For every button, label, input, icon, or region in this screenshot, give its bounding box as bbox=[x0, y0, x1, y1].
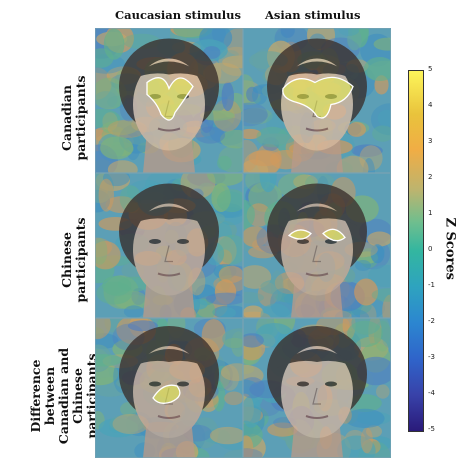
colorbar-tick-label: -3 bbox=[428, 353, 435, 361]
significance-contour bbox=[152, 384, 181, 404]
column-header-asian: Asian stimulus bbox=[265, 8, 361, 22]
significance-contour bbox=[287, 229, 312, 240]
heatmap-panel-chinese-asian bbox=[243, 173, 391, 318]
colorbar-tick-label: 5 bbox=[428, 65, 433, 73]
colorbar-tick-label: -1 bbox=[428, 281, 435, 289]
colorbar-tick-label: -4 bbox=[428, 389, 435, 397]
colorbar bbox=[408, 70, 424, 432]
colorbar-tick-label: 4 bbox=[428, 101, 433, 109]
colorbar-tick-label: -5 bbox=[428, 425, 435, 433]
colorbar-tick-label: 3 bbox=[428, 137, 433, 145]
heatmap-panel-chinese-caucasian bbox=[95, 173, 243, 318]
significance-contour bbox=[322, 228, 346, 242]
heatmap-panel-canadian-caucasian bbox=[95, 28, 243, 173]
column-header-caucasian: Caucasian stimulus bbox=[115, 8, 241, 22]
significance-contour bbox=[282, 76, 354, 119]
heatmap-panel-difference-asian bbox=[243, 318, 391, 458]
colorbar-tick-label: 1 bbox=[428, 209, 433, 217]
colorbar-tick-label: -2 bbox=[428, 317, 435, 325]
colorbar-tick-label: 0 bbox=[428, 245, 433, 253]
colorbar-tick-label: 2 bbox=[428, 173, 433, 181]
heatmap-panel-canadian-asian bbox=[243, 28, 391, 173]
significance-contour bbox=[146, 77, 194, 121]
row-label-canadian: Canadian participants bbox=[59, 75, 88, 161]
row-label-chinese: Chinese participants bbox=[59, 217, 88, 303]
colorbar-title: Z Scores bbox=[442, 217, 458, 280]
heatmap-panel-difference-caucasian bbox=[95, 318, 243, 458]
row-label-difference: Difference between Canadian and Chinese pa… bbox=[28, 347, 99, 445]
